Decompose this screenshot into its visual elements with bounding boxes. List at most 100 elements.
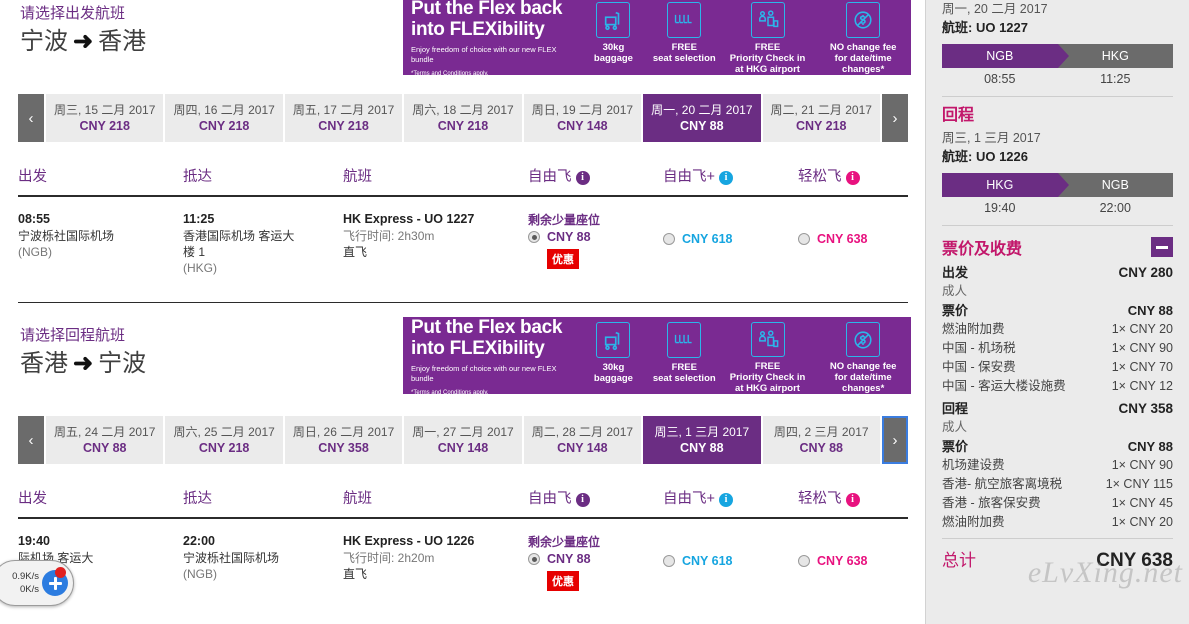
info-icon[interactable]: i [845, 493, 860, 507]
outbound-date-tab[interactable]: 周二, 21 二月 2017 CNY 218 [762, 94, 880, 142]
section-divider [18, 302, 908, 303]
outbound-flight-table: 出发 抵达 航班 自由飞 i 自由飞+ i 轻松飞 i 08:55 宁波栎社国际机场 … [18, 165, 908, 276]
fare-plus-radio[interactable] [663, 233, 675, 245]
date-label: 周三, 1 三月 2017 [654, 424, 750, 439]
inbound-fare-label: 回程 [942, 401, 969, 416]
grand-total-row: 总计 CNY 638 [942, 538, 1173, 572]
info-icon[interactable]: i [718, 493, 733, 507]
header-flight: 航班 [343, 169, 372, 185]
header-fare-free: 自由飞 i [528, 165, 663, 186]
inbound-date-tab[interactable]: 周六, 25 二月 2017 CNY 218 [165, 416, 283, 464]
fare-line: 票价 CNY 88 [942, 301, 1173, 320]
date-label: 周二, 28 二月 2017 [531, 424, 634, 439]
flight-row: 19:40 际机场 客运大 22:00 宁波栎社国际机场 (NGB) HK Ex… [18, 519, 908, 591]
date-label: 周三, 15 二月 2017 [54, 102, 156, 117]
fare-free-radio[interactable] [528, 231, 540, 243]
outbound-date-tab[interactable]: 周五, 17 二月 2017 CNY 218 [284, 94, 403, 142]
feature-line2: baggage [593, 373, 633, 384]
date-label: 周四, 16 二月 2017 [173, 102, 275, 117]
fare-plus-label: 自由飞+ [663, 169, 715, 185]
fare-line-value: 1× CNY 70 [1111, 360, 1173, 374]
divider [942, 225, 1173, 226]
outbound-fare-total: CNY 280 [1118, 265, 1173, 280]
date-label: 周五, 17 二月 2017 [292, 102, 395, 117]
arrive-terminal: 楼 1 [183, 245, 206, 259]
fare-lite-radio[interactable] [798, 233, 810, 245]
speed-rates: 0.9K/s 0K/s [0, 570, 42, 596]
fare-panel-header: 票价及收费 [942, 235, 1173, 259]
banner-terms: *Terms and Conditions apply. [411, 70, 489, 76]
inbound-pax-label: 成人 [942, 420, 968, 434]
date-price: CNY 148 [437, 440, 489, 455]
flight-label: 航班: [942, 149, 973, 164]
itinerary-sidebar: 周一, 20 二月 2017 航班: UO 1227 NGB HKG 08:55… [925, 0, 1189, 624]
inbound-date-tab[interactable]: 周四, 2 三月 2017 CNY 88 [762, 416, 880, 464]
fare-lite-price: CNY 638 [817, 554, 868, 568]
info-icon[interactable]: i [845, 171, 860, 185]
outbound-date-tab-selected[interactable]: 周一, 20 二月 2017 CNY 88 [643, 94, 761, 142]
info-icon[interactable]: i [718, 171, 733, 185]
inbound-next-dates-button[interactable]: › [881, 416, 908, 464]
date-label: 周一, 27 二月 2017 [412, 424, 514, 439]
banner-headline-1: Put the Flex back [411, 0, 563, 19]
fare-line-value: 1× CNY 115 [1105, 477, 1173, 491]
depart-code: (NGB) [18, 245, 52, 259]
fare-free-radio[interactable] [528, 553, 540, 565]
outbound-date-tab[interactable]: 周四, 16 二月 2017 CNY 218 [165, 94, 283, 142]
fare-lite-radio[interactable] [798, 555, 810, 567]
feature-line1: NO change fee [829, 42, 897, 53]
banner-headline-2: into FLEXibility [411, 18, 545, 40]
flight-cell: HK Express - UO 1227 飞行时间: 2h30m 直飞 [343, 211, 528, 276]
add-plus-icon[interactable] [42, 567, 68, 596]
outbound-summary-flight: 航班: UO 1227 [942, 18, 1173, 37]
header-arrive: 抵达 [183, 491, 212, 507]
banner-copy: Put the Flex back into FLEXibility Enjoy… [403, 0, 578, 75]
grand-total-label: 总计 [942, 551, 976, 570]
flex-banner-outbound[interactable]: Put the Flex back into FLEXibility Enjoy… [403, 0, 911, 75]
info-icon[interactable]: i [575, 171, 590, 185]
feature-line1: 30kg [602, 42, 625, 53]
inbound-route-bar: HKG NGB [942, 173, 1173, 197]
grand-total-value: CNY 638 [1096, 550, 1173, 571]
fare-lite-label: 轻松飞 [798, 169, 842, 185]
flight-duration: 飞行时间: 2h30m [343, 229, 435, 243]
header-fare-plus: 自由飞+ i [663, 487, 798, 508]
outbound-prev-dates-button[interactable]: ‹ [18, 94, 44, 142]
info-icon[interactable]: i [575, 493, 590, 507]
outbound-next-dates-button[interactable]: › [881, 94, 908, 142]
header-fare-plus: 自由飞+ i [663, 165, 798, 186]
inbound-prev-dates-button[interactable]: ‹ [18, 416, 44, 464]
outbound-date-tab[interactable]: 周三, 15 二月 2017 CNY 218 [46, 94, 164, 142]
fare-line-value: 1× CNY 20 [1111, 322, 1173, 336]
arrive-airport: 香港国际机场 客运大 [183, 229, 295, 243]
no-fee-icon [846, 2, 881, 38]
inbound-date-tab[interactable]: 周一, 27 二月 2017 CNY 148 [404, 416, 522, 464]
fare-plus-radio[interactable] [663, 555, 675, 567]
outbound-dest-code: HKG [1101, 49, 1129, 63]
inbound-route: 香港 ➜ 宁波 [20, 348, 146, 380]
banner-headline-2: into FLEXibility [411, 338, 545, 359]
banner-feature: FREE Priority Check in at HKG airport [720, 0, 816, 75]
fare-line-label: 香港- 航空旅客离境税 [942, 477, 1063, 491]
banner-features: 30kg baggage FREE seat selection [578, 0, 911, 75]
inbound-date-tab[interactable]: 周五, 24 二月 2017 CNY 88 [46, 416, 164, 464]
feature-line1: FREE [671, 362, 697, 373]
flight-duration: 飞行时间: 2h20m [343, 551, 435, 565]
outbound-date-tab[interactable]: 周日, 19 二月 2017 CNY 148 [523, 94, 642, 142]
outbound-date-tab[interactable]: 周六, 18 二月 2017 CNY 218 [404, 94, 522, 142]
date-label: 周日, 19 二月 2017 [531, 102, 634, 117]
inbound-fare-total-row: 回程 CNY 358 [942, 399, 1173, 418]
collapse-minus-icon[interactable] [1151, 237, 1173, 257]
flex-banner-inbound[interactable]: Put the Flex back into FLEXibility Enjoy… [403, 317, 911, 394]
fare-line: 燃油附加费 1× CNY 20 [942, 320, 1173, 339]
date-label: 周四, 2 三月 2017 [773, 424, 869, 439]
feature-line3: at HKG airport [735, 64, 800, 75]
network-speed-widget[interactable]: 0.9K/s 0K/s [0, 560, 74, 606]
inbound-date-tab-selected[interactable]: 周三, 1 三月 2017 CNY 88 [643, 416, 761, 464]
inbound-summary-date: 周三, 1 三月 2017 [942, 131, 1041, 145]
divider [942, 96, 1173, 97]
inbound-dep-time: 19:40 [984, 201, 1016, 215]
inbound-date-tab[interactable]: 周二, 28 二月 2017 CNY 148 [523, 416, 642, 464]
inbound-date-tab[interactable]: 周日, 26 二月 2017 CNY 358 [284, 416, 403, 464]
flight-row: 08:55 宁波栎社国际机场 (NGB) 11:25 香港国际机场 客运大 楼 … [18, 197, 908, 276]
